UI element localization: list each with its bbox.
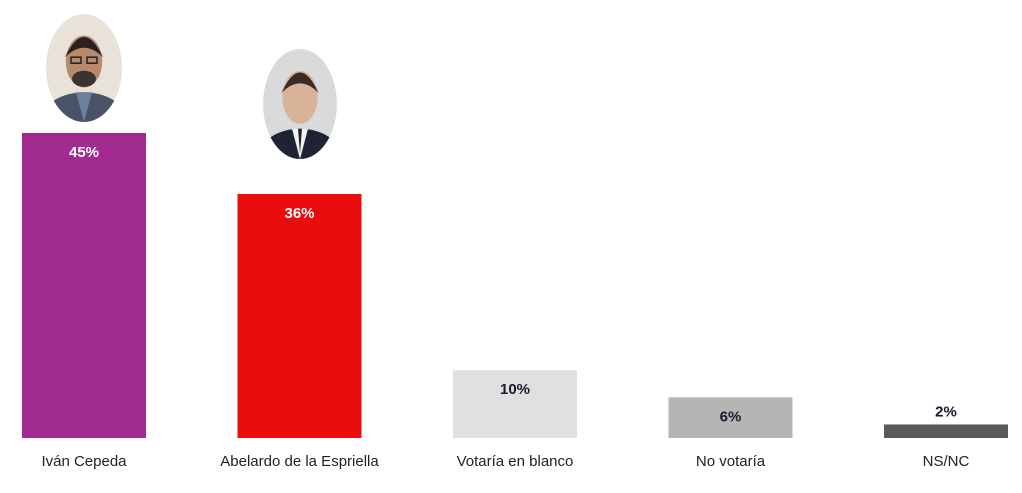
value-label: 45% <box>69 144 99 161</box>
category-label: No votaría <box>696 453 766 470</box>
category-label: Abelardo de la Espriella <box>220 453 379 470</box>
value-label: 2% <box>935 403 957 420</box>
bar-1 <box>237 194 362 438</box>
value-label: 6% <box>720 408 742 425</box>
bar-4 <box>884 424 1008 438</box>
candidate-photo-1 <box>263 49 337 159</box>
value-label: 10% <box>500 381 530 398</box>
bar-2 <box>453 370 577 438</box>
candidate-photo-0 <box>46 14 122 122</box>
bar-0 <box>22 133 146 438</box>
bar-3 <box>668 397 793 438</box>
category-label: Votaría en blanco <box>457 453 574 470</box>
category-label: Iván Cepeda <box>41 453 127 470</box>
category-label: NS/NC <box>923 453 970 470</box>
value-label: 36% <box>284 205 314 222</box>
